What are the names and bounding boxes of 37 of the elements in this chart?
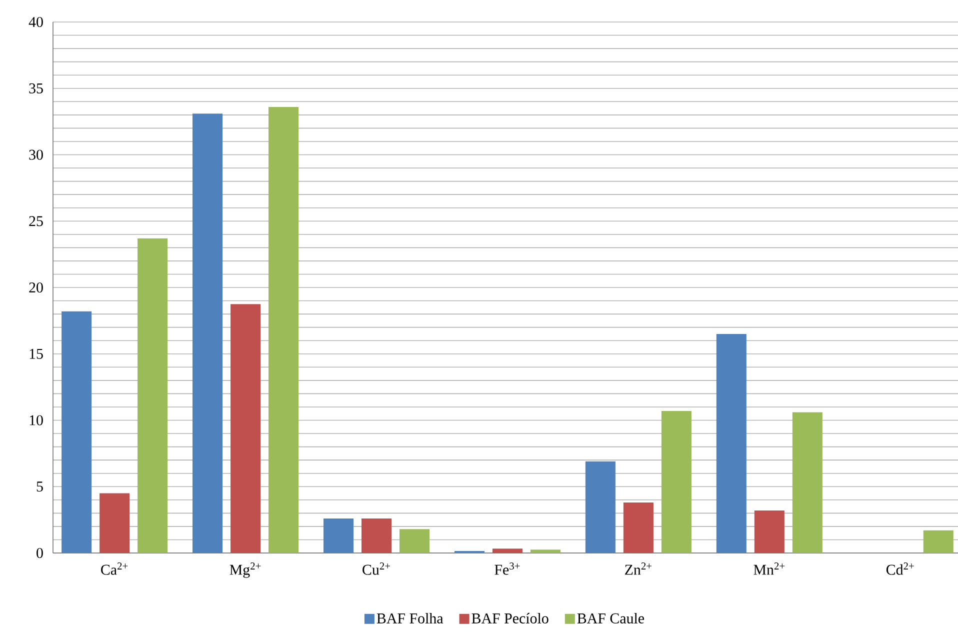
- legend-label: BAF Caule: [577, 612, 644, 624]
- bar: [585, 461, 616, 553]
- bar: [623, 502, 654, 553]
- y-tick-label: 40: [28, 16, 43, 28]
- legend-label: BAF Pecíolo: [472, 612, 548, 624]
- bar: [100, 493, 130, 553]
- y-tick-label: 0: [36, 548, 43, 558]
- x-tick-label: Mg$^{2+}$: [230, 562, 261, 578]
- bar: [323, 518, 354, 553]
- x-tick-label: Mn$^{2+}$: [754, 562, 785, 575]
- x-tick-label: Ca$^{2+}$: [101, 562, 128, 575]
- x-tick-label: Cu$^{2+}$: [362, 562, 390, 575]
- bar: [362, 518, 392, 553]
- bar: [400, 529, 430, 553]
- y-tick-label: 15: [30, 348, 43, 359]
- x-tick-label: Fe$^{3+}$: [494, 562, 520, 575]
- bar: [192, 114, 223, 553]
- bar: [754, 510, 784, 553]
- bar: [530, 550, 560, 553]
- y-tick-label: 20: [29, 282, 43, 293]
- bar: [792, 412, 822, 553]
- bar: [492, 548, 522, 553]
- y-tick-label: 5: [36, 482, 43, 492]
- y-tick-label: 25: [29, 216, 43, 226]
- bar: [230, 304, 261, 553]
- bar: [661, 410, 692, 553]
- legend-label: BAF Folha: [376, 612, 444, 624]
- y-tick-label: 30: [29, 150, 43, 160]
- bar: [62, 311, 92, 553]
- x-tick-label: Cd$^{2+}$: [886, 562, 914, 575]
- x-tick-label: Zn$^{2+}$: [625, 562, 652, 575]
- bar: [268, 106, 299, 553]
- bar: [923, 530, 954, 553]
- y-tick-label: 10: [30, 415, 43, 426]
- y-tick-label: 35: [29, 83, 43, 94]
- bar: [716, 334, 746, 553]
- bar: [138, 238, 168, 553]
